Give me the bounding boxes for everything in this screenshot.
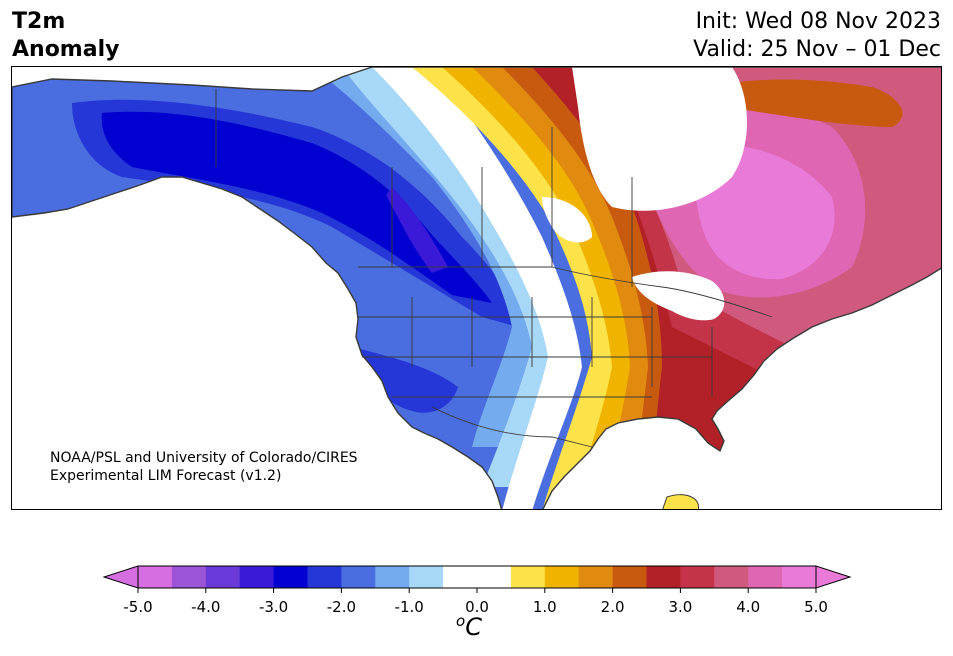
colorbar-tick-label: 1.0 <box>533 598 557 616</box>
colorbar-swatch <box>171 566 207 588</box>
colorbar-swatch <box>443 566 478 588</box>
colorbar-tick-label: -5.0 <box>123 598 152 616</box>
colorbar-over-arrow <box>815 565 852 589</box>
colorbar-tick-label: 3.0 <box>668 598 692 616</box>
hudson-bay <box>572 67 747 211</box>
colorbar-tick-label: -1.0 <box>395 598 424 616</box>
degree-symbol: o <box>456 612 466 630</box>
title-line-1: T2m <box>12 9 66 34</box>
date-info: Init: Wed 08 Nov 2023 Valid: 25 Nov – 01… <box>693 8 941 64</box>
great-lakes <box>632 271 725 321</box>
colorbar-tick-label: 2.0 <box>601 598 625 616</box>
colorbar-swatch <box>409 566 444 588</box>
map-title: T2m Anomaly <box>12 8 119 64</box>
state-lines-vertical <box>411 297 713 397</box>
colorbar-swatch <box>782 566 817 588</box>
colorbar-tick-label: 4.0 <box>736 598 760 616</box>
colorbar-tick-label: -2.0 <box>327 598 356 616</box>
colorbar-swatch <box>748 566 783 588</box>
colorbar-swatch <box>510 566 546 588</box>
init-date: Init: Wed 08 Nov 2023 <box>695 9 941 34</box>
colorbar-swatch <box>477 566 512 588</box>
colorbar-swatch <box>239 566 275 588</box>
colorbar-tick-label: -3.0 <box>259 598 288 616</box>
map-canvas <box>12 67 941 509</box>
colorbar-swatch <box>646 566 681 588</box>
anomaly-map: NOAA/PSL and University of Colorado/CIRE… <box>11 66 942 510</box>
colorbar-under-arrow <box>102 565 139 589</box>
colorbar-swatch <box>307 566 342 588</box>
state-lines-horizontal <box>358 316 712 398</box>
colorbar-swatch <box>612 566 647 588</box>
southwest-cold <box>352 347 458 413</box>
colorbar-tick-label: 5.0 <box>804 598 828 616</box>
cuba <box>662 494 700 509</box>
colorbar-swatch <box>544 566 580 588</box>
colorbar-swatch <box>714 566 749 588</box>
great-lakes-border <box>551 266 773 318</box>
province-lines <box>391 127 633 287</box>
colorbar-tick-label: 0.0 <box>465 598 489 616</box>
colorbar-swatch <box>273 566 308 588</box>
data-credit: NOAA/PSL and University of Colorado/CIRE… <box>50 449 358 485</box>
colorbar-swatch <box>341 566 376 588</box>
northeast-warm <box>712 79 903 127</box>
credit-line-1: NOAA/PSL and University of Colorado/CIRE… <box>50 450 358 466</box>
cold-core <box>101 111 492 303</box>
colorbar: -5.0 -4.0 -3.0 -2.0 -1.0 0.0 1.0 2.0 3.0 4.0 5.0 <box>0 560 953 656</box>
unit-label: C <box>465 613 482 641</box>
credit-line-2: Experimental LIM Forecast (v1.2) <box>50 468 282 484</box>
colorbar-swatch <box>138 566 173 588</box>
title-line-2: Anomaly <box>12 37 120 62</box>
lake-winnipeg <box>542 197 592 243</box>
cold-core-inner <box>386 187 448 273</box>
colorbar-swatch <box>205 566 241 588</box>
us-mexico-border <box>431 406 593 448</box>
colorbar-unit: oC <box>456 612 482 641</box>
colorbar-swatch <box>680 566 715 588</box>
colorbar-canvas: -5.0 -4.0 -3.0 -2.0 -1.0 0.0 1.0 2.0 3.0 4.0 5.0 <box>102 565 852 616</box>
neutral-band <box>372 67 582 509</box>
borders <box>215 89 773 448</box>
colorbar-tick-label: -4.0 <box>191 598 220 616</box>
valid-date: Valid: 25 Nov – 01 Dec <box>693 37 941 62</box>
colorbar-swatch <box>578 566 614 588</box>
colorbar-swatch <box>375 566 410 588</box>
